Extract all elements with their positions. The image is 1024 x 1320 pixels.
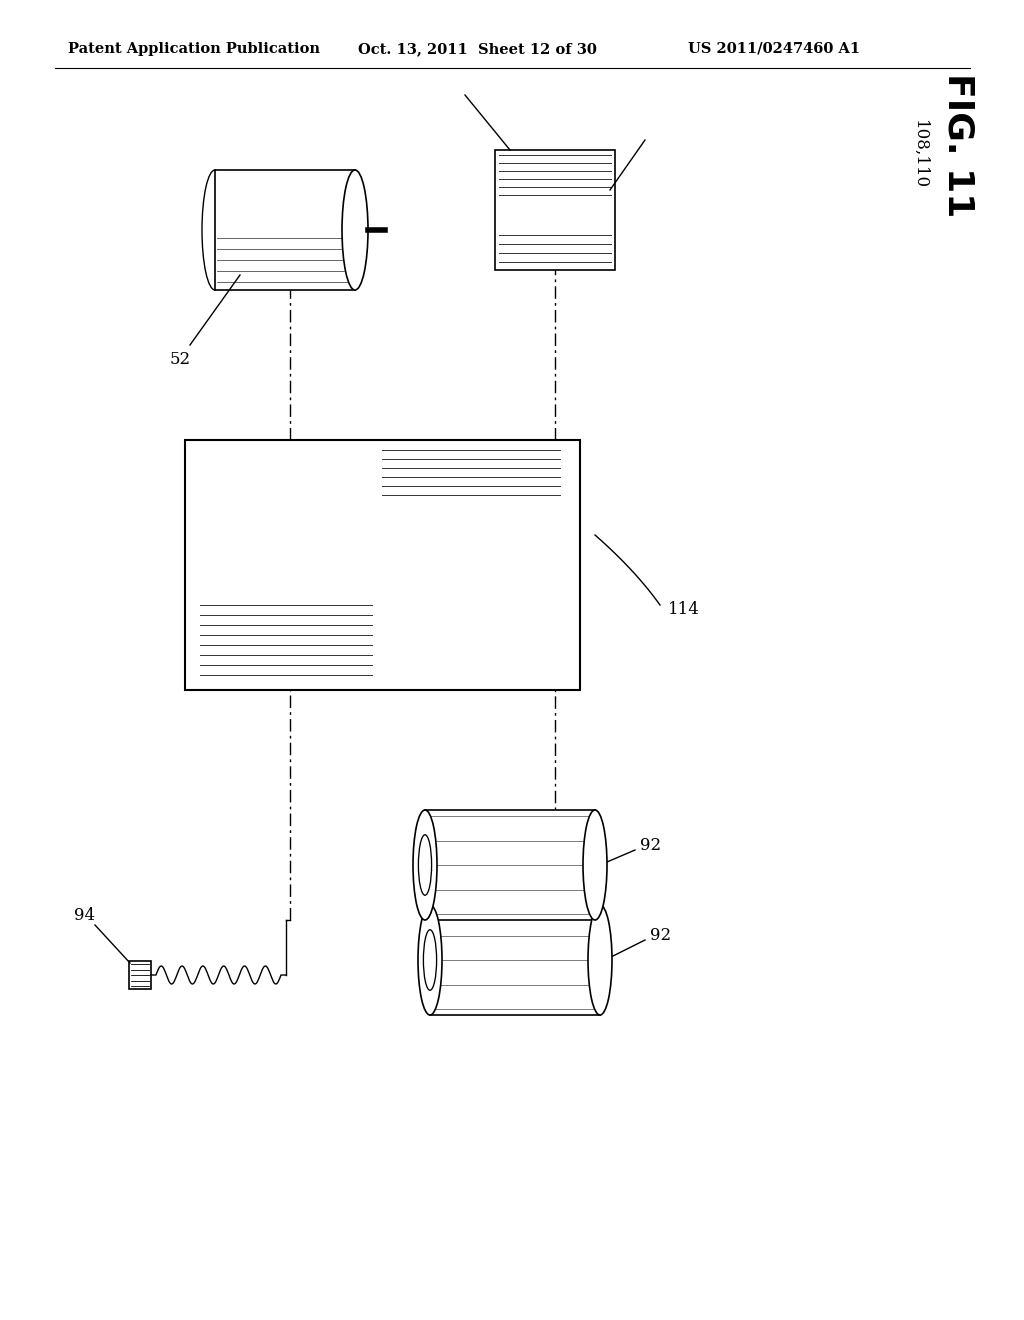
Text: Oct. 13, 2011  Sheet 12 of 30: Oct. 13, 2011 Sheet 12 of 30 xyxy=(358,42,597,55)
Text: 114: 114 xyxy=(668,602,699,619)
Text: US 2011/0247460 A1: US 2011/0247460 A1 xyxy=(688,42,860,55)
Text: Patent Application Publication: Patent Application Publication xyxy=(68,42,319,55)
Ellipse shape xyxy=(583,810,607,920)
Ellipse shape xyxy=(202,170,228,290)
Text: 108,110: 108,110 xyxy=(911,120,929,190)
Ellipse shape xyxy=(342,170,368,290)
FancyBboxPatch shape xyxy=(430,906,600,1015)
Ellipse shape xyxy=(413,810,437,920)
Text: 94: 94 xyxy=(75,907,95,924)
Text: 92: 92 xyxy=(640,837,662,854)
FancyBboxPatch shape xyxy=(215,170,355,290)
FancyBboxPatch shape xyxy=(185,440,580,690)
Text: 92: 92 xyxy=(650,927,671,944)
Ellipse shape xyxy=(423,929,436,990)
FancyBboxPatch shape xyxy=(495,150,615,271)
Text: 52: 52 xyxy=(169,351,190,367)
Text: FIG. 11: FIG. 11 xyxy=(941,73,975,218)
FancyBboxPatch shape xyxy=(425,810,595,920)
Ellipse shape xyxy=(419,834,431,895)
Ellipse shape xyxy=(418,906,442,1015)
FancyBboxPatch shape xyxy=(129,961,151,989)
Ellipse shape xyxy=(588,906,612,1015)
